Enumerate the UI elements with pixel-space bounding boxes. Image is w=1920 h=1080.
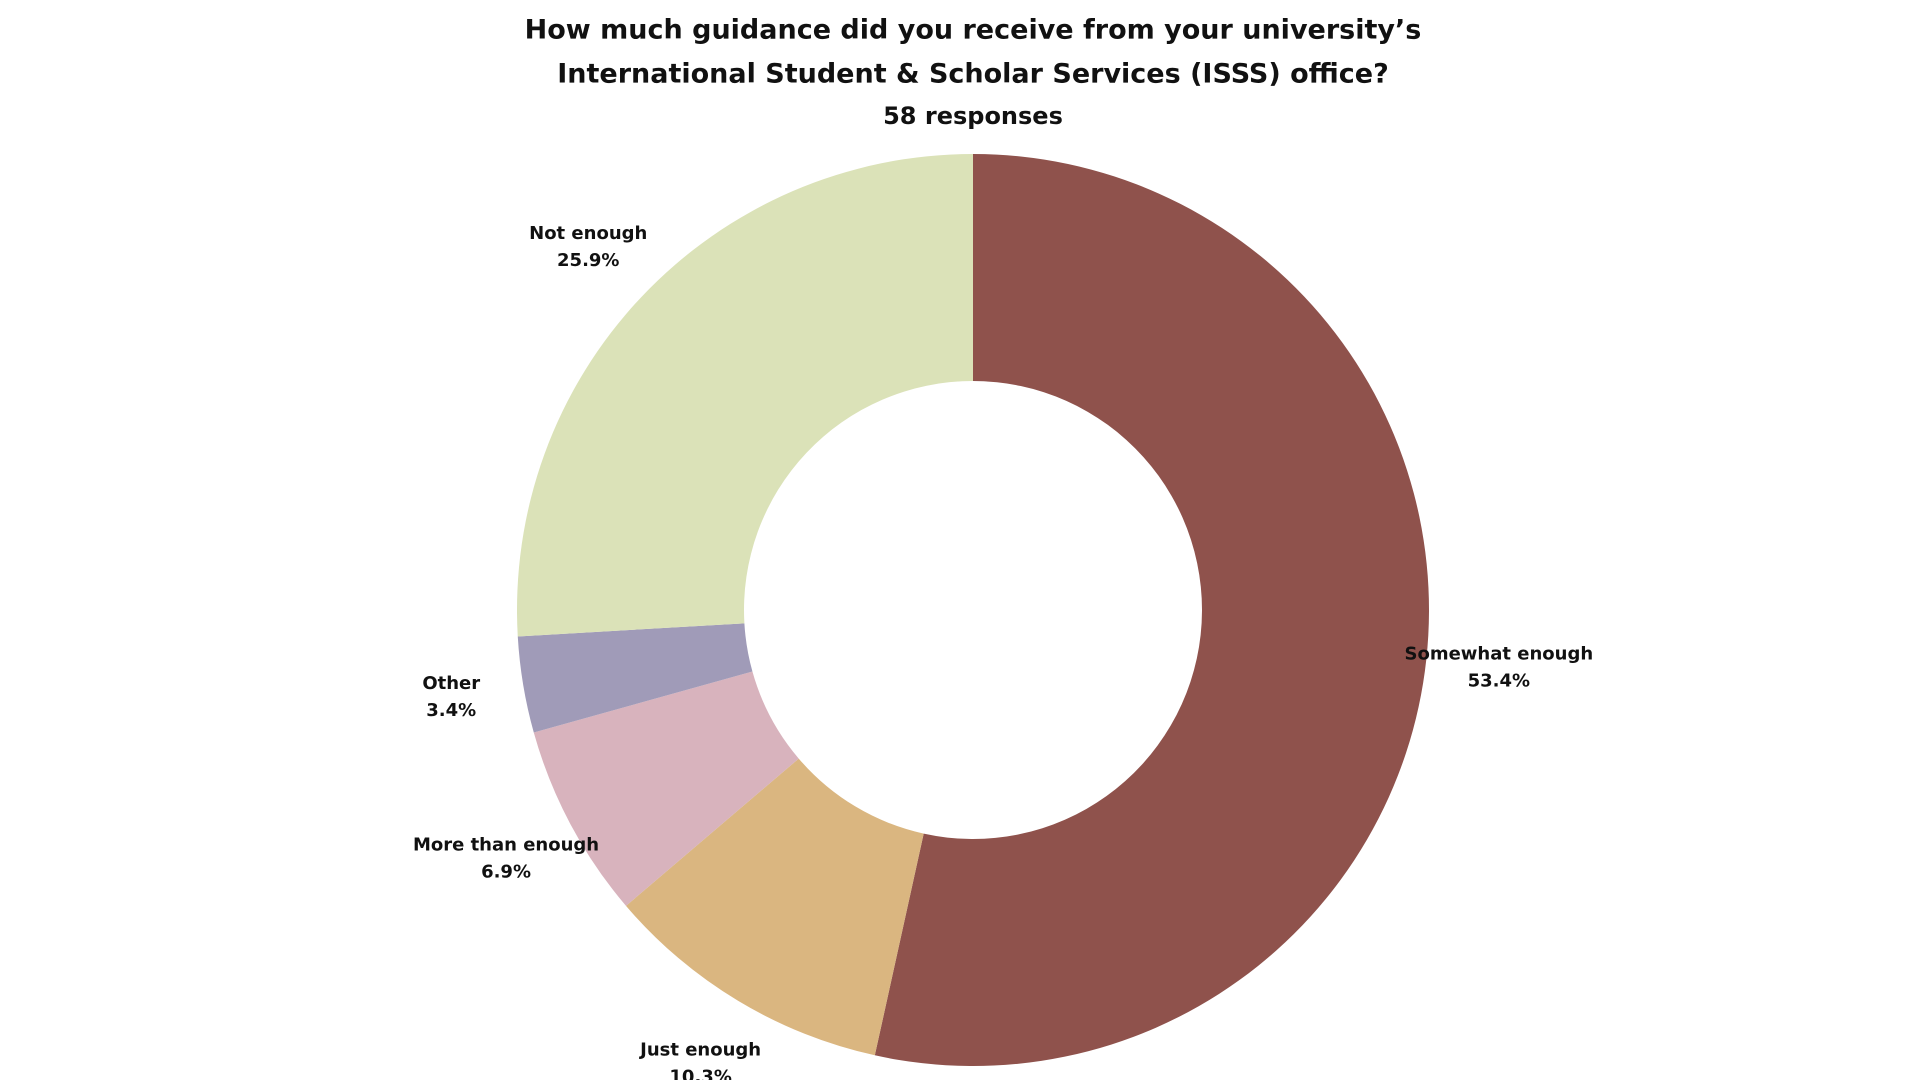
slice-label: More than enough <box>413 834 599 855</box>
donut-slice <box>517 623 753 733</box>
chart-subtitle: 58 responses <box>883 102 1063 130</box>
slice-value-label: 25.9% <box>557 250 619 271</box>
slice-label: Other <box>422 673 480 694</box>
donut-slice <box>625 758 924 1056</box>
slice-label: Somewhat enough <box>1405 643 1594 664</box>
donut-slice <box>874 154 1430 1066</box>
donut-slice <box>517 154 973 637</box>
chart-title: How much guidance did you receive from y… <box>525 15 1422 46</box>
slice-label: Not enough <box>529 223 647 244</box>
slice-value-label: 53.4% <box>1468 670 1530 691</box>
slice-value-label: 3.4% <box>426 700 476 721</box>
slice-value-label: 6.9% <box>481 861 531 882</box>
donut-slice <box>533 671 799 906</box>
slice-label: Just enough <box>638 1039 761 1060</box>
chart-title: International Student & Scholar Services… <box>557 59 1389 90</box>
slice-value-label: 10.3% <box>669 1066 731 1080</box>
